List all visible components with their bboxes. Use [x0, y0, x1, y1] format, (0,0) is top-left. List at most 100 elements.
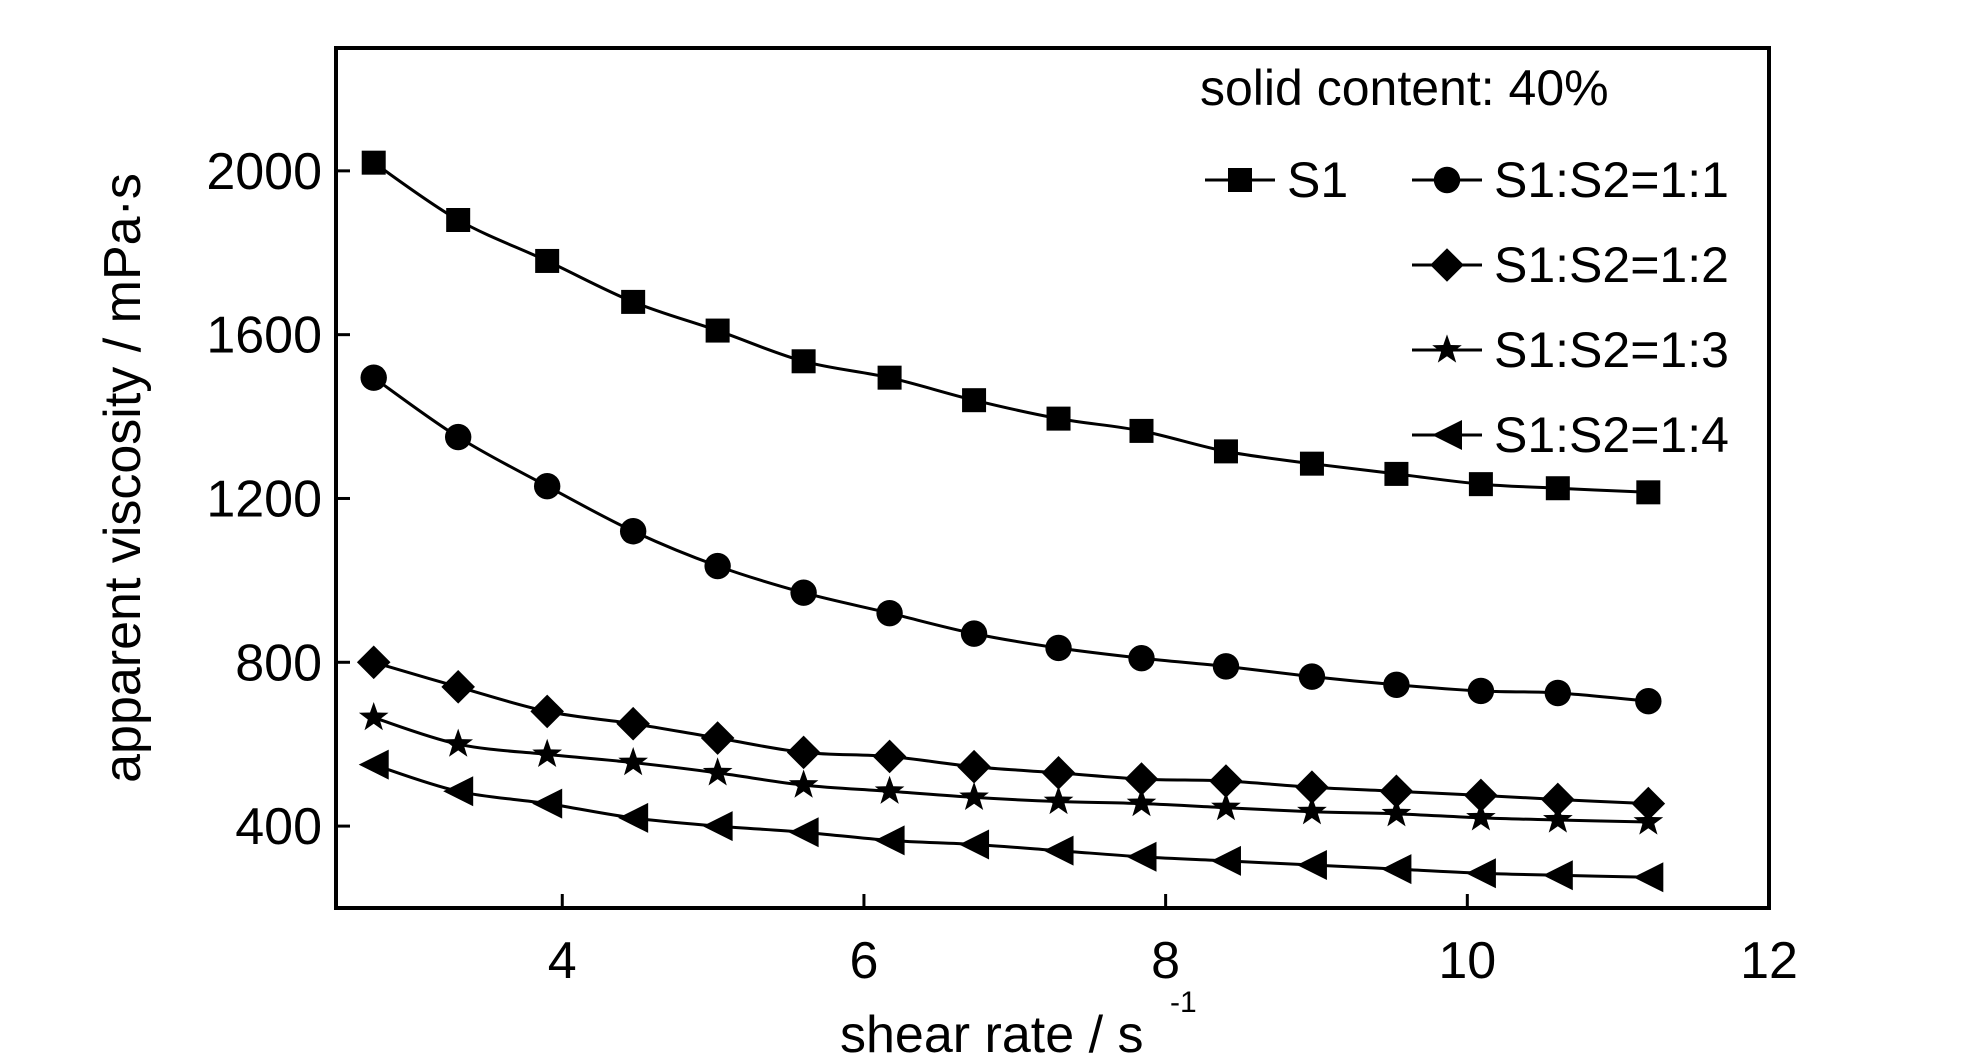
x-tick-label: 8	[1151, 932, 1180, 990]
data-point-left-triangle	[959, 829, 990, 860]
data-point-star	[1297, 796, 1327, 825]
data-point-square	[1468, 472, 1493, 497]
y-tick-label: 400	[235, 798, 322, 856]
series-left-triangle	[358, 749, 1664, 893]
data-point-square	[962, 388, 987, 413]
data-point-square	[621, 289, 646, 314]
data-point-circle	[360, 364, 387, 391]
data-point-diamond	[616, 706, 650, 741]
series-circle	[360, 364, 1662, 715]
legend-item: S1:S2=1:3	[1412, 322, 1729, 378]
data-point-left-triangle	[1296, 850, 1327, 880]
data-point-left-triangle	[788, 817, 819, 848]
data-point-star	[874, 775, 905, 804]
plot-frame	[334, 46, 1771, 910]
legend-marker-star	[1432, 334, 1462, 363]
data-point-star	[1126, 788, 1157, 817]
legend-marker-circle	[1433, 166, 1461, 194]
x-tick-label: 4	[548, 932, 577, 990]
x-tick-label: 6	[849, 932, 878, 990]
data-point-diamond	[530, 694, 564, 729]
legend-item: S1:S2=1:2	[1412, 237, 1729, 293]
data-point-circle	[876, 599, 903, 627]
data-point-square	[535, 248, 560, 273]
data-point-circle	[960, 620, 988, 647]
data-point-diamond	[1379, 774, 1414, 809]
data-point-left-triangle	[702, 811, 733, 842]
data-point-circle	[619, 518, 647, 545]
data-point-diamond	[1124, 762, 1159, 796]
data-point-diamond	[872, 739, 907, 774]
data-point-diamond	[1209, 764, 1243, 798]
data-point-left-triangle	[532, 788, 563, 819]
data-point-circle	[533, 472, 561, 500]
legend-label: S1	[1287, 152, 1348, 208]
y-tick-label: 1200	[206, 470, 322, 528]
data-point-square	[1046, 406, 1071, 431]
data-point-square	[361, 150, 386, 175]
data-point-star	[959, 781, 989, 810]
data-point-square	[1213, 439, 1238, 464]
annotation-solid-content: solid content: 40%	[1200, 60, 1609, 116]
series-line	[373, 716, 1649, 824]
data-point-star	[702, 757, 733, 786]
data-point-diamond	[957, 749, 991, 784]
legend-item: S1:S2=1:1	[1412, 152, 1729, 208]
data-point-square	[1129, 418, 1154, 443]
data-point-star	[1043, 785, 1074, 815]
legend-marker-left-triangle	[1432, 420, 1462, 450]
data-point-star	[788, 769, 819, 798]
data-point-star	[1381, 798, 1412, 827]
data-point-diamond	[441, 670, 475, 704]
series-line	[373, 660, 1649, 806]
data-point-square	[1299, 451, 1324, 476]
data-point-square	[877, 365, 902, 390]
legend-label: S1:S2=1:3	[1494, 322, 1729, 378]
data-point-left-triangle	[1381, 854, 1412, 885]
legend-item: S1:S2=1:4	[1412, 407, 1729, 463]
y-tick-label: 2000	[206, 143, 322, 201]
data-point-left-triangle	[358, 749, 389, 780]
data-point-left-triangle	[874, 825, 905, 856]
series-layer	[356, 150, 1666, 893]
legend-item: S1	[1205, 152, 1348, 208]
legend-marker-square	[1228, 168, 1252, 192]
data-point-square	[446, 208, 471, 232]
data-point-diamond	[1631, 786, 1666, 821]
x-axis-title: shear rate / s	[840, 1006, 1143, 1062]
series-line	[372, 161, 1649, 494]
data-point-left-triangle	[1465, 858, 1496, 889]
data-point-square	[705, 318, 730, 343]
data-point-star	[443, 728, 473, 757]
series-line	[373, 763, 1649, 879]
data-point-left-triangle	[1542, 860, 1573, 891]
data-point-circle	[444, 423, 472, 451]
data-point-circle	[1045, 634, 1072, 662]
data-point-star	[532, 738, 562, 767]
data-point-circle	[704, 552, 731, 580]
data-point-star	[1466, 802, 1496, 831]
x-tick-label: 12	[1740, 932, 1798, 990]
legend-label: S1:S2=1:4	[1494, 407, 1729, 463]
data-point-diamond	[1041, 756, 1076, 790]
data-point-diamond	[1295, 770, 1329, 804]
data-point-star	[1211, 792, 1241, 821]
data-point-left-triangle	[1210, 845, 1241, 876]
y-axis-title: apparent viscosity / mPa·s	[94, 173, 152, 783]
data-point-left-triangle	[1126, 841, 1157, 872]
series-star	[358, 702, 1664, 835]
legend-label: S1:S2=1:1	[1494, 152, 1729, 208]
data-point-square	[1384, 461, 1409, 486]
series-diamond	[356, 645, 1666, 821]
data-point-circle	[790, 579, 817, 606]
legend-label: S1:S2=1:2	[1494, 237, 1729, 293]
data-point-diamond	[356, 645, 391, 680]
data-point-star	[618, 747, 648, 776]
legend: S1 S1:S2=1:1 S1:S2=1:2 S1:S2=1:3 S1:S2=1:4	[1205, 152, 1729, 463]
y-tick-label: 800	[235, 634, 322, 692]
data-point-diamond	[786, 735, 821, 770]
data-point-circle	[1467, 677, 1495, 705]
data-point-circle	[1544, 679, 1572, 707]
data-point-square	[791, 349, 816, 374]
